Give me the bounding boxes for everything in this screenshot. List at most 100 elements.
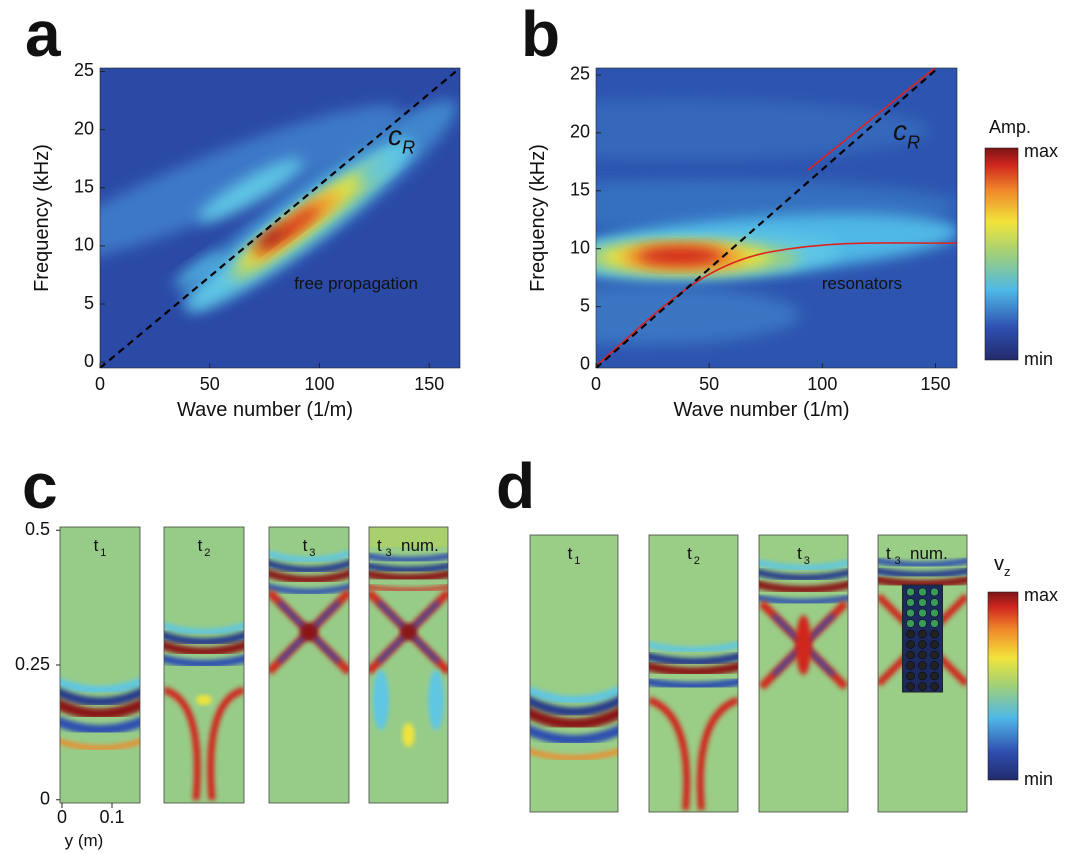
field-blob: [175, 251, 225, 289]
resonator: [930, 598, 939, 607]
wave-band: [269, 569, 349, 584]
wave-band: [269, 583, 349, 595]
colorbar-title: Amp.: [989, 117, 1031, 137]
resonator: [918, 619, 927, 628]
label-base: v: [994, 553, 1004, 575]
wave-band: [759, 569, 848, 582]
wave-band: [164, 631, 244, 646]
resonator: [906, 650, 915, 660]
x-tick-label: 100: [304, 374, 334, 394]
wave-band: [878, 575, 967, 588]
field-blob: [402, 723, 415, 747]
wave-band: [759, 580, 848, 594]
resonator: [918, 682, 927, 691]
resonator: [906, 661, 915, 670]
wave-band: [649, 641, 738, 653]
wave-band: [60, 698, 140, 720]
wave-band: [530, 686, 618, 704]
sound-line: [596, 68, 939, 368]
wave-band: [530, 725, 618, 745]
snapshot: [269, 527, 349, 803]
field-blob: [196, 695, 212, 705]
wave-band: [60, 677, 140, 694]
field-blob: [596, 285, 800, 345]
field-blob: [197, 158, 303, 222]
field-blob: [100, 105, 401, 265]
field-blob: [428, 670, 444, 730]
wave-band: [60, 716, 140, 735]
label-sub: 2: [204, 547, 210, 559]
wave-band: [369, 570, 448, 582]
label-base: t: [303, 536, 308, 555]
y-tick-label: 20: [570, 122, 590, 142]
label-base: t: [94, 536, 99, 555]
snapshot: [60, 527, 140, 803]
resonator: [918, 598, 927, 607]
resonator: [930, 587, 939, 597]
resonator: [918, 587, 927, 597]
resonator: [930, 650, 939, 660]
snapshot: [878, 535, 967, 812]
snapshot-frame: [758, 534, 849, 813]
resonator: [918, 640, 927, 649]
x-tick-label: 0: [591, 374, 601, 394]
label-base: c: [388, 120, 402, 151]
colorbar-max: max: [1024, 585, 1058, 605]
resonator: [930, 682, 939, 691]
bg-top: [369, 527, 448, 547]
field-blob: [795, 615, 812, 675]
y-tick-label: 0: [580, 353, 590, 373]
resonator: [918, 650, 927, 660]
label-sub: R: [402, 137, 415, 157]
wave-band: [878, 567, 967, 579]
field-blob: [373, 670, 389, 730]
x-tick-label: 0.1: [99, 807, 124, 827]
resonator: [906, 629, 915, 639]
x-tick-label: 100: [807, 374, 837, 394]
y-tick-label: 10: [570, 237, 590, 257]
snapshot: [530, 535, 618, 812]
y-axis-title: Frequency (kHz): [31, 144, 53, 292]
resonator: [906, 608, 915, 618]
x-axis-title: Wave number (1/m): [177, 399, 353, 421]
y-axis-title: Frequency (kHz): [527, 144, 549, 292]
panel-letter: b: [521, 0, 560, 70]
wave-band: [649, 662, 738, 677]
x-axis-title: Wave number (1/m): [674, 399, 850, 421]
colorbar-min: min: [1024, 769, 1053, 789]
panel-letter: c: [22, 450, 58, 522]
snapshot-frame: [529, 534, 619, 813]
wave-band: [369, 562, 448, 574]
resonator: [918, 661, 927, 670]
snapshot-note: num.: [910, 544, 948, 563]
snapshot: [164, 527, 244, 803]
resonator: [930, 640, 939, 649]
label-base: t: [568, 544, 573, 563]
x-tick-label: 50: [200, 374, 220, 394]
field-blob: [360, 145, 410, 185]
label-base: t: [886, 544, 891, 563]
colorbar-max: max: [1024, 141, 1058, 161]
resonator: [930, 671, 939, 681]
wave-band: [60, 688, 140, 707]
wave-band: [530, 748, 618, 761]
resonator-curve: [596, 242, 957, 367]
label-sub: 3: [804, 555, 810, 567]
resonator: [930, 661, 939, 670]
wave-band: [878, 557, 967, 568]
wave-band: [759, 594, 848, 605]
wave-band: [164, 654, 244, 668]
label-base: c: [893, 115, 907, 146]
panel-letter: a: [25, 0, 61, 70]
label-sub: 3: [309, 547, 315, 559]
y-tick-label: 5: [84, 293, 94, 313]
snapshot-background: [60, 527, 140, 803]
label-base: t: [198, 536, 203, 555]
wave-band: [649, 652, 738, 666]
sound-line: [100, 68, 460, 368]
wave-band: [60, 738, 140, 751]
resonator: [906, 640, 915, 649]
wave-band: [164, 640, 244, 657]
snapshot: [649, 535, 738, 812]
resonator: [930, 608, 939, 618]
